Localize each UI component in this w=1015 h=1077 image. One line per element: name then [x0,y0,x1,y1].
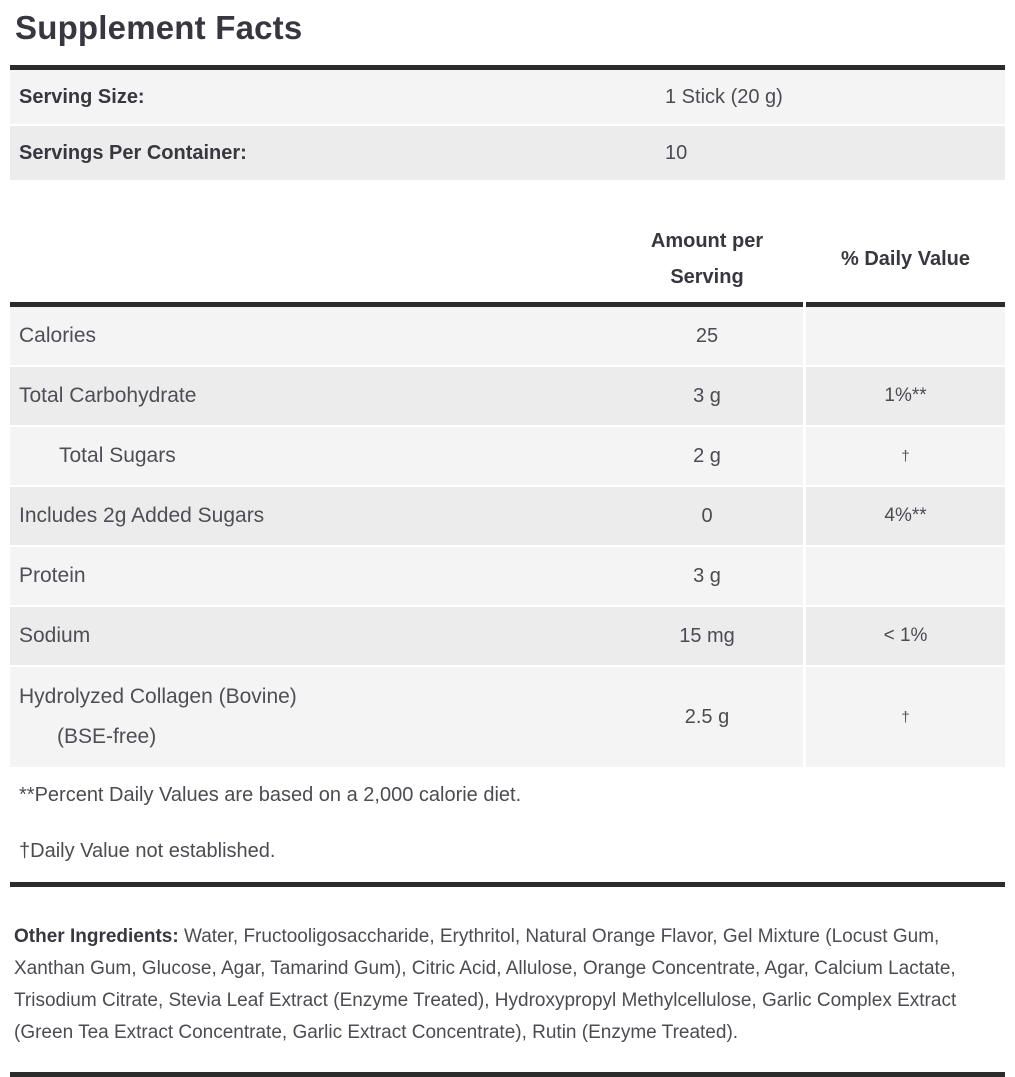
table-top-rule [10,302,1005,307]
table-column-headers: Amount per Serving % Daily Value [10,182,1005,302]
nutrient-amount: 2 g [693,444,721,467]
top-rule [10,65,1005,70]
nutrient-daily-value: 4%** [806,487,1005,545]
footnote-dagger: †Daily Value not established. [19,840,276,862]
nutrient-daily-value [806,547,1005,605]
serving-size-row: Serving Size: 1 Stick (20 g) [10,70,1005,124]
other-ingredients-text: Water, Fructooligosaccharide, Erythritol… [14,926,957,1043]
table-row-added-sugars: Includes 2g Added Sugars 0 4%** [10,487,1005,545]
nutrient-name: Sodium [19,624,91,647]
table-row-total-carbohydrate: Total Carbohydrate 3 g 1%** [10,367,1005,425]
serving-size-label: Serving Size: [19,85,145,108]
servings-per-container-row: Servings Per Container: 10 [10,126,1005,180]
nutrient-name: Protein [19,564,86,587]
nutrient-amount: 25 [695,324,719,347]
percent-daily-value-header: % Daily Value [841,247,970,270]
nutrient-name: Calories [19,324,97,347]
panel-title: Supplement Facts [15,9,303,46]
table-row-hydrolyzed-collagen: Hydrolyzed Collagen (Bovine) (BSE-free) … [10,667,1005,767]
servings-per-container-value: 10 [665,141,688,164]
nutrient-daily-value: < 1% [806,607,1005,665]
nutrients-table: Calories 25 Total Carbohydrate 3 g 1%** … [10,302,1005,767]
footnote-daily-values: **Percent Daily Values are based on a 2,… [19,784,522,806]
nutrient-name: Includes 2g Added Sugars [19,504,265,527]
serving-info-section: Serving Size: 1 Stick (20 g) Servings Pe… [10,65,1005,180]
nutrient-daily-value: † [806,427,1005,485]
other-ingredients-paragraph: Other Ingredients: Water, Fructooligosac… [10,921,1005,1049]
nutrient-daily-value [806,307,1005,365]
nutrient-daily-value: 1%** [806,367,1005,425]
nutrient-daily-value: † [806,667,1005,767]
table-row-sodium: Sodium 15 mg < 1% [10,607,1005,665]
bottom-rule [10,1072,1005,1077]
table-row-total-sugars: Total Sugars 2 g † [10,427,1005,485]
nutrient-amount: 3 g [693,384,721,407]
nutrient-name: Total Sugars [59,444,176,467]
serving-size-value: 1 Stick (20 g) [665,85,783,108]
nutrient-amount: 15 mg [679,624,735,647]
ingredients-top-rule [10,882,1005,887]
other-ingredients-label: Other Ingredients: [14,926,179,947]
table-row-calories: Calories 25 [10,307,1005,365]
servings-per-container-label: Servings Per Container: [19,141,247,164]
nutrient-amount: 0 [701,504,713,527]
nutrient-name: Hydrolyzed Collagen (Bovine) (BSE-free) [19,685,297,748]
table-row-protein: Protein 3 g [10,547,1005,605]
amount-per-serving-header: Amount per Serving [650,230,764,288]
nutrient-amount: 3 g [693,564,721,587]
nutrient-amount: 2.5 g [684,705,730,728]
nutrient-name: Total Carbohydrate [19,384,197,407]
